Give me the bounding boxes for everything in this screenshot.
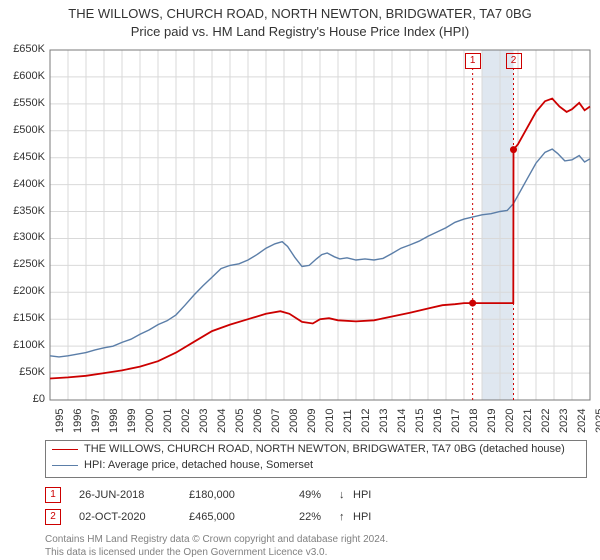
y-tick-label: £350K bbox=[0, 205, 45, 217]
y-tick-label: £400K bbox=[0, 178, 45, 190]
x-tick-label: 2005 bbox=[234, 409, 246, 433]
sale-vs: HPI bbox=[353, 511, 371, 523]
x-tick-label: 2001 bbox=[162, 409, 174, 433]
x-tick-label: 2016 bbox=[432, 409, 444, 433]
x-tick-label: 2015 bbox=[414, 409, 426, 433]
sale-vs: HPI bbox=[353, 489, 371, 501]
y-tick-label: £250K bbox=[0, 258, 45, 270]
x-tick-label: 2003 bbox=[198, 409, 210, 433]
x-tick-label: 2022 bbox=[540, 409, 552, 433]
legend-swatch-price bbox=[52, 449, 78, 450]
x-tick-label: 2004 bbox=[216, 409, 228, 433]
x-tick-label: 2011 bbox=[342, 409, 354, 433]
x-tick-label: 2023 bbox=[558, 409, 570, 433]
x-tick-label: 2009 bbox=[306, 409, 318, 433]
sale-arrow-icon: ↑ bbox=[339, 511, 353, 523]
x-tick-label: 2006 bbox=[252, 409, 264, 433]
sale-row: 2 02-OCT-2020 £465,000 22% ↑ HPI bbox=[45, 509, 371, 525]
chart-marker-icon: 1 bbox=[465, 53, 481, 69]
legend-label-price: THE WILLOWS, CHURCH ROAD, NORTH NEWTON, … bbox=[84, 443, 565, 455]
x-tick-label: 2019 bbox=[486, 409, 498, 433]
sale-pct: 22% bbox=[299, 511, 339, 523]
y-tick-label: £550K bbox=[0, 97, 45, 109]
x-tick-label: 1999 bbox=[126, 409, 138, 433]
y-tick-label: £150K bbox=[0, 312, 45, 324]
y-tick-label: £650K bbox=[0, 43, 45, 55]
legend-item-price: THE WILLOWS, CHURCH ROAD, NORTH NEWTON, … bbox=[46, 441, 586, 457]
sale-arrow-icon: ↓ bbox=[339, 489, 353, 501]
y-tick-label: £600K bbox=[0, 70, 45, 82]
x-tick-label: 2024 bbox=[576, 409, 588, 433]
sale-pct: 49% bbox=[299, 489, 339, 501]
x-tick-label: 1997 bbox=[90, 409, 102, 433]
x-tick-label: 2021 bbox=[522, 409, 534, 433]
y-tick-label: £500K bbox=[0, 124, 45, 136]
y-tick-label: £450K bbox=[0, 151, 45, 163]
footer-licence: This data is licensed under the Open Gov… bbox=[45, 547, 327, 558]
sale-row: 1 26-JUN-2018 £180,000 49% ↓ HPI bbox=[45, 487, 371, 503]
sale-price: £180,000 bbox=[189, 489, 299, 501]
legend-swatch-hpi bbox=[52, 465, 78, 466]
footer-copyright: Contains HM Land Registry data © Crown c… bbox=[45, 534, 388, 545]
x-tick-label: 2007 bbox=[270, 409, 282, 433]
legend-item-hpi: HPI: Average price, detached house, Some… bbox=[46, 457, 586, 473]
x-tick-label: 1998 bbox=[108, 409, 120, 433]
x-tick-label: 2018 bbox=[468, 409, 480, 433]
x-tick-label: 2008 bbox=[288, 409, 300, 433]
x-tick-label: 1996 bbox=[72, 409, 84, 433]
x-tick-label: 2002 bbox=[180, 409, 192, 433]
legend-label-hpi: HPI: Average price, detached house, Some… bbox=[84, 459, 313, 471]
sale-date: 02-OCT-2020 bbox=[79, 511, 189, 523]
x-tick-label: 2014 bbox=[396, 409, 408, 433]
chart-marker-icon: 2 bbox=[506, 53, 522, 69]
x-tick-label: 2013 bbox=[378, 409, 390, 433]
x-tick-label: 2020 bbox=[504, 409, 516, 433]
x-tick-label: 2010 bbox=[324, 409, 336, 433]
sale-marker-icon: 1 bbox=[45, 487, 61, 503]
x-tick-label: 1995 bbox=[54, 409, 66, 433]
sale-marker-icon: 2 bbox=[45, 509, 61, 525]
y-tick-label: £50K bbox=[0, 366, 45, 378]
y-tick-label: £200K bbox=[0, 285, 45, 297]
sale-price: £465,000 bbox=[189, 511, 299, 523]
y-tick-label: £300K bbox=[0, 231, 45, 243]
sale-date: 26-JUN-2018 bbox=[79, 489, 189, 501]
legend: THE WILLOWS, CHURCH ROAD, NORTH NEWTON, … bbox=[45, 440, 587, 478]
y-tick-label: £0 bbox=[0, 393, 45, 405]
x-tick-label: 2000 bbox=[144, 409, 156, 433]
x-tick-label: 2017 bbox=[450, 409, 462, 433]
x-tick-label: 2025 bbox=[594, 409, 600, 433]
x-tick-label: 2012 bbox=[360, 409, 372, 433]
y-tick-label: £100K bbox=[0, 339, 45, 351]
